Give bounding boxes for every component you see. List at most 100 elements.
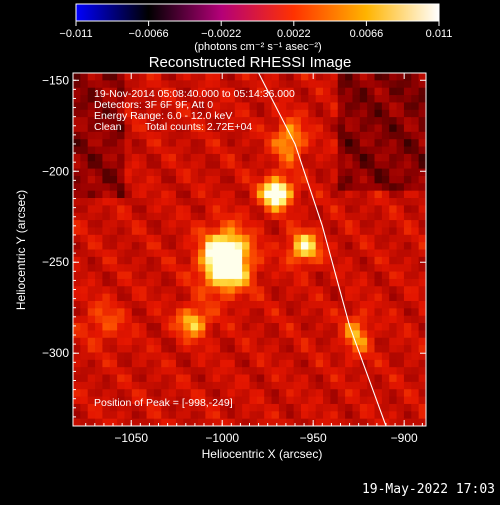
heatmap-cell [389,183,398,192]
heatmap-cell [87,183,96,192]
heatmap-cell [131,73,140,81]
heatmap-cell [418,175,426,184]
heatmap-cell [308,161,317,170]
heatmap-cell [323,87,331,96]
heatmap-cell [271,403,280,412]
heatmap-cell [80,131,89,140]
heatmap-cell [146,205,155,214]
heatmap-cell [161,198,170,206]
heatmap-cell [234,190,243,199]
heatmap-cell [293,396,302,405]
heatmap-cell [212,300,221,309]
heatmap-cell [139,146,148,155]
heatmap-cell [315,367,324,376]
heatmap-cell [146,190,155,199]
heatmap-cell [227,205,236,214]
heatmap-cell [146,73,155,81]
heatmap-cell [286,73,295,81]
heatmap-cell [308,256,317,265]
heatmap-cell [95,352,104,361]
heatmap-cell [271,278,280,287]
heatmap-cell [168,367,177,376]
heatmap-cell [124,102,133,111]
heatmap-cell [117,271,126,280]
heatmap-cell [293,117,302,126]
heatmap-cell [249,153,258,162]
heatmap-cell [153,124,162,133]
heatmap-cell [242,293,251,302]
heatmap-cell [256,146,265,155]
heatmap-cell [161,242,170,251]
heatmap-cell [411,352,420,361]
heatmap-cell [249,367,258,376]
heatmap-cell [389,315,398,324]
heatmap-cell [396,220,405,229]
heatmap-cell [256,418,265,426]
heatmap-cell [381,308,390,317]
heatmap-cell [124,198,133,206]
heatmap-cell [359,80,368,89]
heatmap-cell [345,323,354,331]
heatmap-cell [345,87,354,96]
heatmap-cell [190,300,199,309]
heatmap-cell [124,352,133,361]
heatmap-cell [198,227,206,236]
heatmap-cell [234,183,243,192]
heatmap-cell [411,389,420,398]
heatmap-cell [131,102,140,111]
heatmap-cell [139,256,148,265]
heatmap-cell [264,190,273,199]
heatmap-cell [190,220,199,229]
heatmap-cell [381,190,390,199]
heatmap-cell [227,249,236,258]
heatmap-cell [286,278,295,287]
heatmap-cell [411,286,420,295]
heatmap-cell [315,131,324,140]
heatmap-cell [227,190,236,199]
heatmap-cell [146,300,155,309]
heatmap-cell [330,337,339,346]
heatmap-cell [256,374,265,383]
heatmap-cell [389,403,398,412]
heatmap-cell [330,109,339,118]
heatmap-cell [146,374,155,383]
heatmap-cell [308,168,317,177]
heatmap-cell [146,256,155,265]
heatmap-cell [418,249,426,258]
heatmap-cell [345,286,354,295]
heatmap-cell [95,227,104,236]
heatmap-cell [131,109,140,118]
heatmap-cell [109,403,118,412]
heatmap-cell [300,359,309,368]
heatmap-cell [190,249,199,258]
heatmap-cell [95,198,104,206]
colorbar-unit-label: (photons cm⁻² s⁻¹ asec⁻²) [194,41,321,53]
heatmap-cell [403,117,412,126]
heatmap-cell [256,212,265,221]
heatmap-cell [87,418,96,426]
heatmap-cell [190,95,199,104]
heatmap-cell [345,124,354,133]
heatmap-cell [87,330,96,339]
heatmap-cell [352,87,361,96]
heatmap-cell [411,337,420,346]
heatmap-cell [359,175,368,184]
heatmap-cell [286,256,295,265]
heatmap-cell [153,374,162,383]
heatmap-cell [374,153,383,162]
heatmap-cell [418,102,426,111]
solar-limb-curve [258,73,387,426]
heatmap-cell [242,95,251,104]
heatmap-cell [367,175,376,184]
heatmap-cell [389,175,398,184]
heatmap-cell [271,418,280,426]
heatmap-cell [117,323,126,331]
heatmap-cell [102,278,111,287]
heatmap-cell [175,411,184,420]
heatmap-cell [73,109,81,118]
heatmap-cell [359,330,368,339]
heatmap-cell [87,286,96,295]
heatmap-cell [411,345,420,354]
heatmap-cell [418,234,426,243]
heatmap-cell [80,308,89,317]
